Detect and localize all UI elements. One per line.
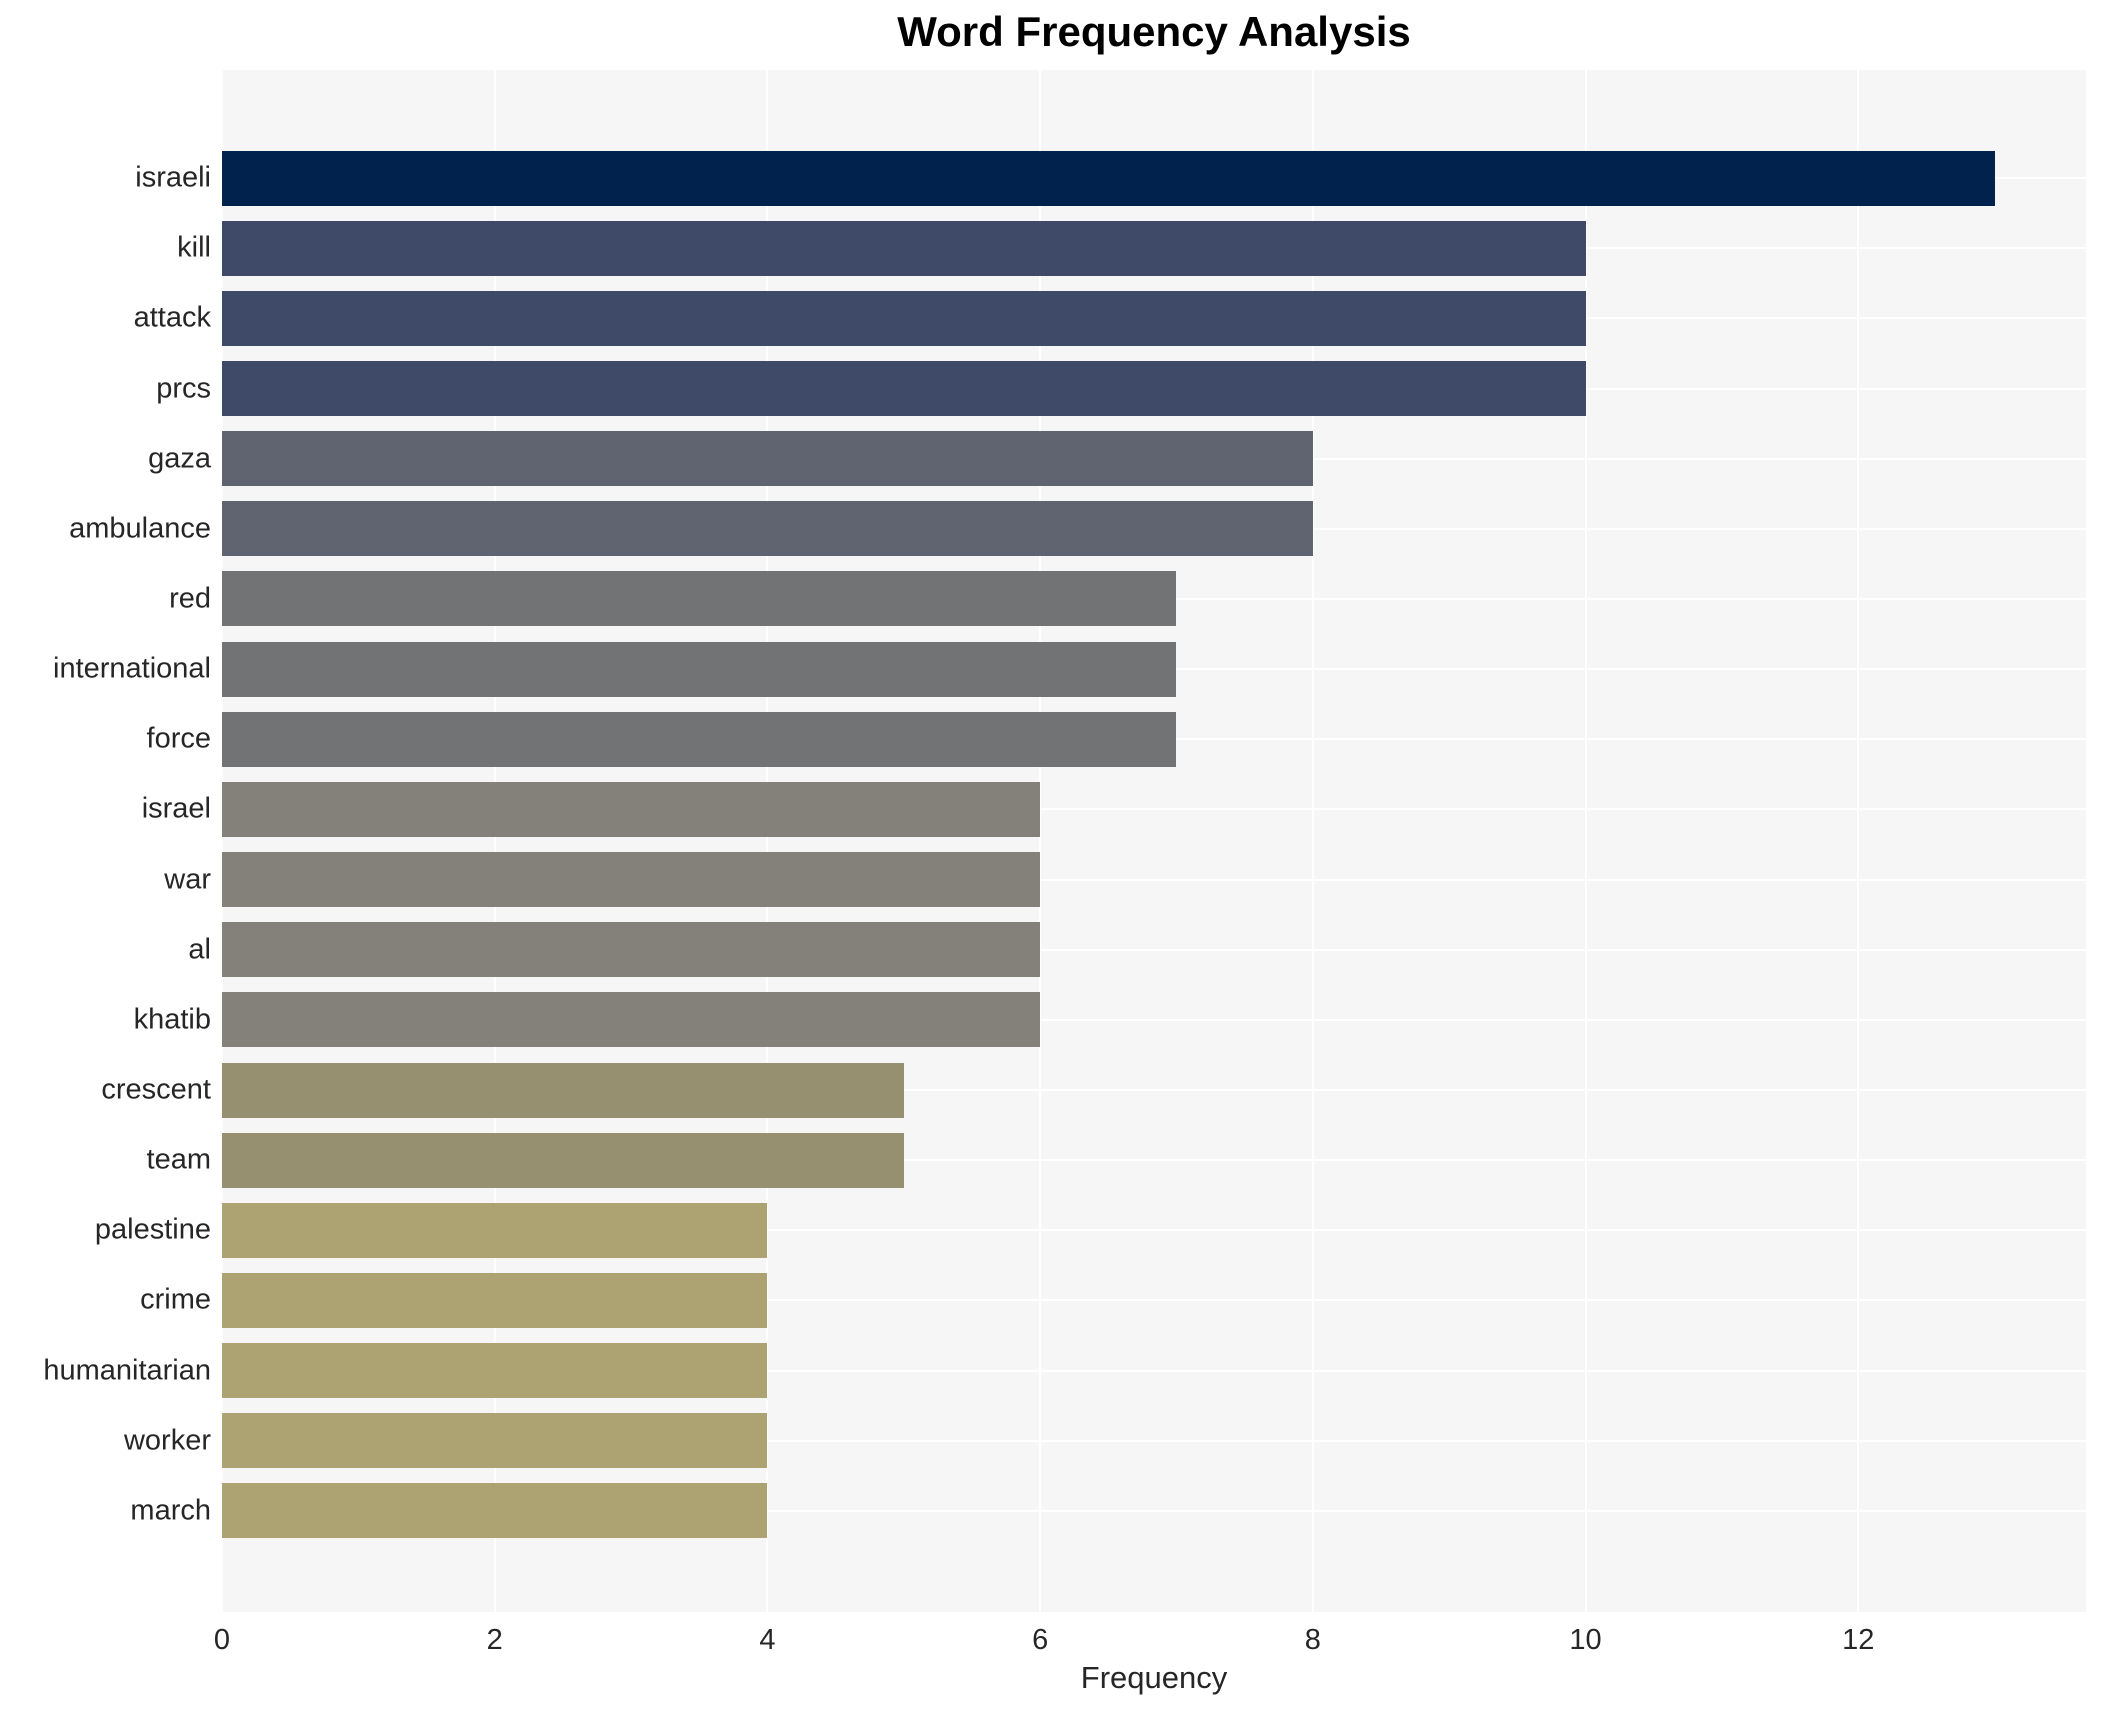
- y-tick-label-ambulance: ambulance: [69, 512, 211, 545]
- bar-prcs: [222, 361, 1586, 417]
- bar-red: [222, 571, 1177, 627]
- y-tick-label-force: force: [146, 722, 211, 755]
- bar-kill: [222, 220, 1586, 276]
- bar-march: [222, 1483, 768, 1539]
- bar-palestine: [222, 1202, 768, 1258]
- bar-al: [222, 922, 1041, 978]
- gridline-vertical-4: [766, 70, 769, 1612]
- gridline-horizontal-crime: [222, 1299, 2086, 1302]
- y-tick-label-khatib: khatib: [133, 1003, 211, 1036]
- bar-crescent: [222, 1062, 904, 1118]
- y-tick-label-crime: crime: [140, 1283, 211, 1316]
- y-tick-label-war: war: [164, 863, 211, 896]
- x-tick-label-6: 6: [1032, 1624, 1049, 1656]
- gridline-horizontal-march: [222, 1509, 2086, 1512]
- x-tick-label-8: 8: [1304, 1624, 1321, 1656]
- y-tick-label-team: team: [146, 1143, 211, 1176]
- y-axis-labels: israeli kill attack prcs gaza ambulance red int…: [0, 70, 211, 1612]
- gridline-vertical-6: [1039, 70, 1042, 1612]
- x-axis-ticks: 0 2 4 6 8 10 12: [214, 1612, 2086, 1658]
- y-tick-label-humanitarian: humanitarian: [43, 1354, 211, 1387]
- bar-gaza: [222, 431, 1313, 487]
- bar-international: [222, 641, 1177, 697]
- y-tick-label-crescent: crescent: [101, 1073, 211, 1106]
- bar-attack: [222, 290, 1586, 346]
- bar-force: [222, 711, 1177, 767]
- y-tick-label-israel: israel: [141, 792, 211, 825]
- gridline-horizontal-humanitarian: [222, 1369, 2086, 1372]
- gridline-horizontal-war: [222, 878, 2086, 881]
- gridline-vertical-8: [1311, 70, 1314, 1612]
- bar-worker: [222, 1413, 768, 1469]
- bar-israeli: [222, 150, 1995, 206]
- gridline-horizontal-crescent: [222, 1089, 2086, 1092]
- y-tick-label-palestine: palestine: [94, 1213, 211, 1246]
- bar-team: [222, 1132, 904, 1188]
- gridline-horizontal-team: [222, 1159, 2086, 1162]
- bar-israel: [222, 781, 1041, 837]
- bar-crime: [222, 1272, 768, 1328]
- y-tick-label-international: international: [53, 652, 211, 685]
- bar-ambulance: [222, 501, 1313, 557]
- gridline-horizontal-al: [222, 948, 2086, 951]
- gridline-horizontal-khatib: [222, 1018, 2086, 1021]
- plot-area: [221, 70, 2086, 1612]
- y-tick-label-israeli: israeli: [135, 161, 211, 194]
- gridline-vertical-2: [493, 70, 496, 1612]
- x-tick-label-10: 10: [1569, 1624, 1602, 1656]
- x-tick-label-0: 0: [213, 1624, 231, 1656]
- gridline-horizontal-israel: [222, 808, 2086, 811]
- x-tick-label-2: 2: [486, 1624, 503, 1656]
- bar-war: [222, 852, 1041, 908]
- y-tick-label-attack: attack: [133, 301, 211, 334]
- bar-khatib: [222, 992, 1041, 1048]
- x-tick-label-12: 12: [1842, 1624, 1875, 1656]
- y-tick-label-kill: kill: [177, 231, 211, 264]
- chart-title: Word Frequency Analysis: [897, 8, 1411, 55]
- bar-humanitarian: [222, 1343, 768, 1399]
- gridline-vertical-10: [1584, 70, 1587, 1612]
- gridline-vertical-0: [221, 70, 223, 1612]
- y-tick-label-worker: worker: [123, 1424, 211, 1457]
- gridline-horizontal-worker: [222, 1439, 2086, 1442]
- y-tick-label-red: red: [169, 582, 211, 615]
- gridline-vertical-12: [1857, 70, 1860, 1612]
- y-tick-label-march: march: [130, 1494, 211, 1527]
- x-tick-label-4: 4: [759, 1624, 776, 1656]
- gridline-horizontal-palestine: [222, 1229, 2086, 1232]
- y-tick-label-al: al: [188, 933, 211, 966]
- y-tick-label-gaza: gaza: [148, 442, 211, 475]
- y-tick-label-prcs: prcs: [156, 372, 211, 405]
- x-axis-label: Frequency: [1080, 1660, 1228, 1695]
